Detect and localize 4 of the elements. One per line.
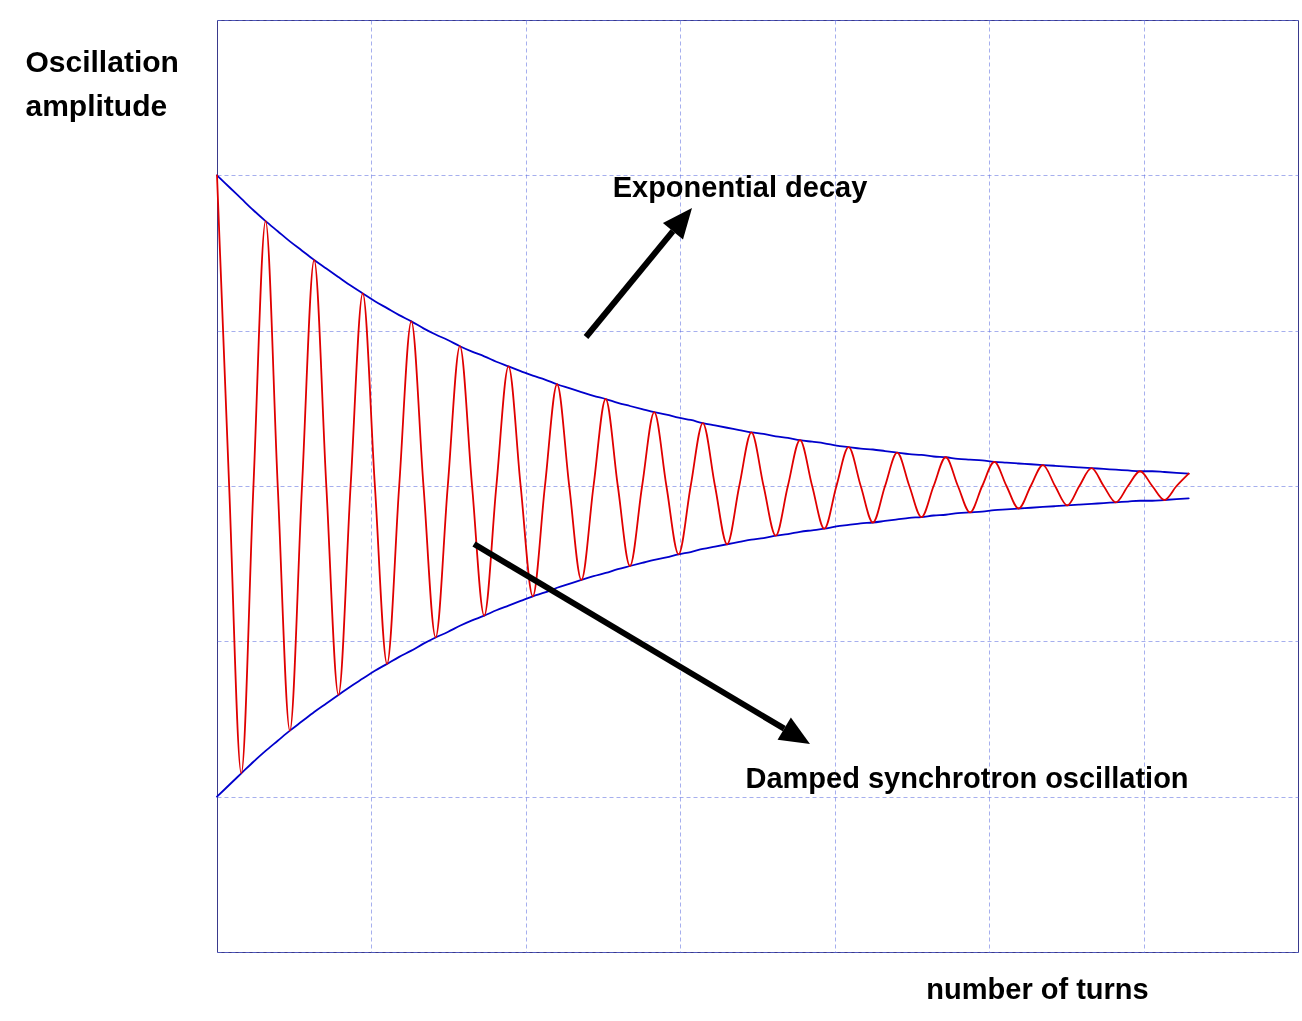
y-axis-title: Oscillation amplitude bbox=[25, 44, 179, 122]
x-axis-title: number of turns bbox=[926, 972, 1149, 1005]
annotation: Damped synchrotron oscillation bbox=[745, 762, 1189, 794]
annotation: Exponential decay bbox=[612, 171, 868, 203]
